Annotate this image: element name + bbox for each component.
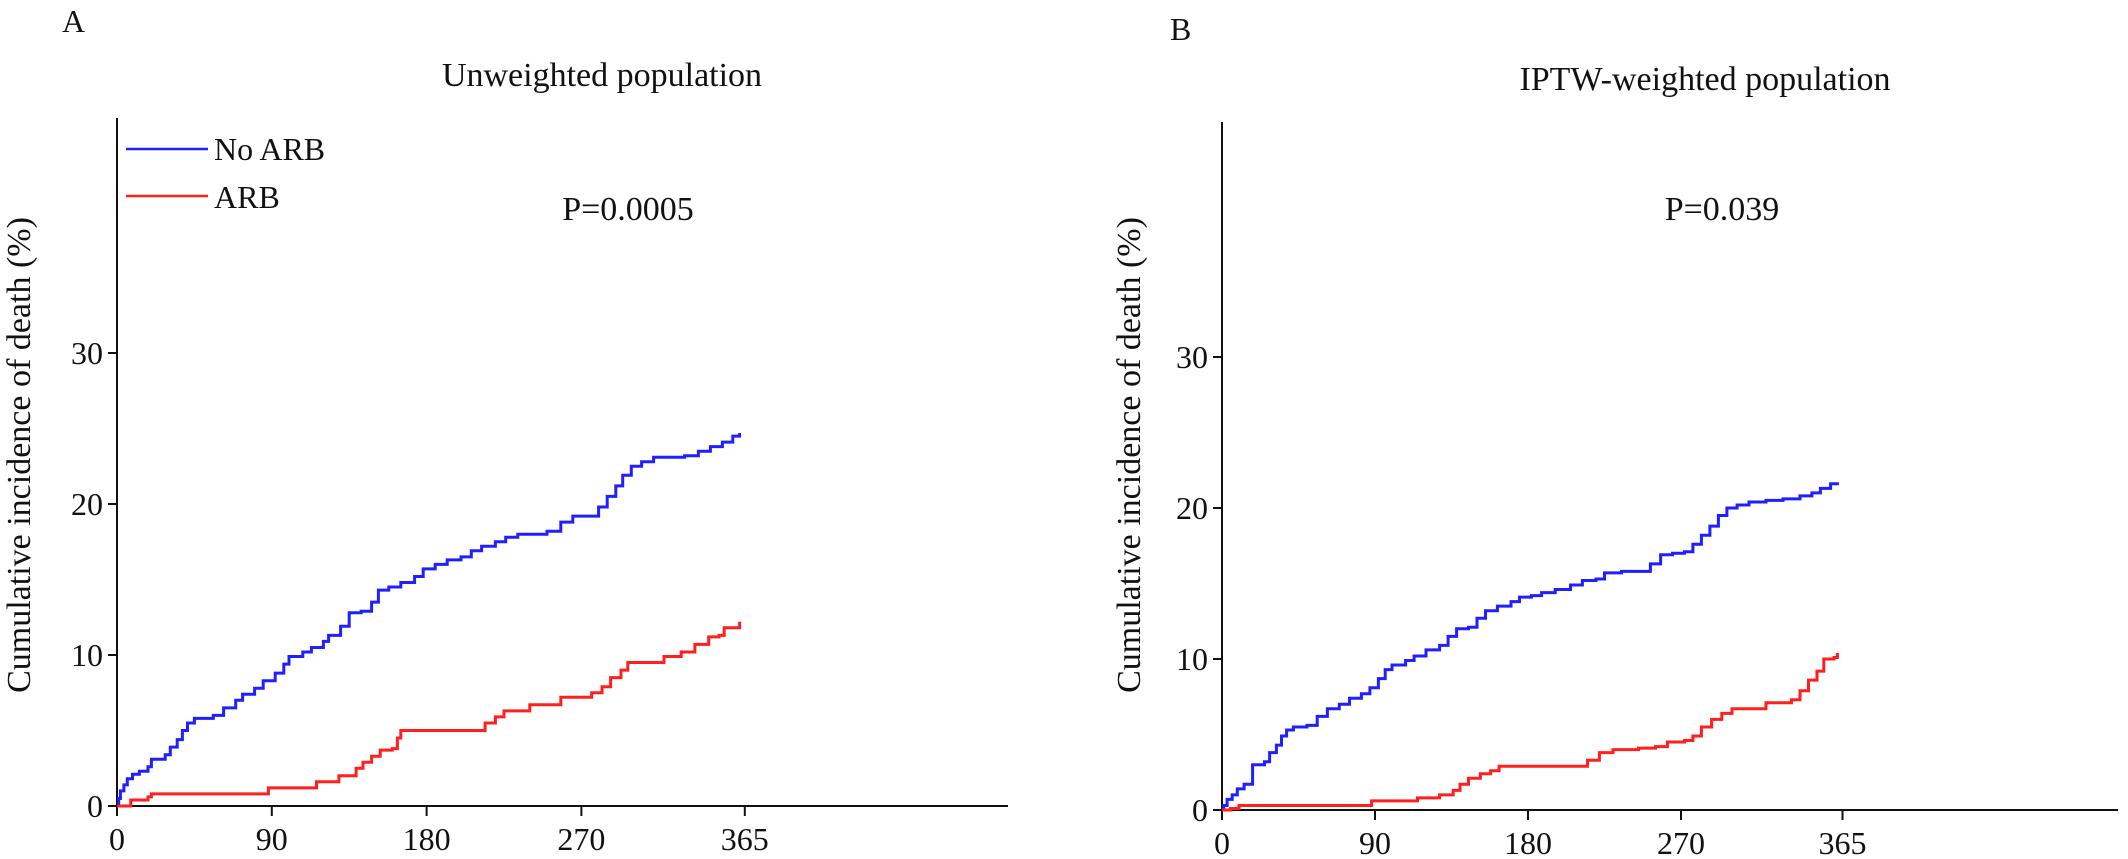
panel-a-ylabel: Cumulative incidence of death (%) xyxy=(1,217,38,693)
panel-b-p-value: P=0.039 xyxy=(1665,191,1780,228)
panel-b-series-arb xyxy=(1222,653,1839,812)
x-tick-label: 180 xyxy=(403,821,451,857)
panel-a-legend: No ARB ARB xyxy=(126,131,325,215)
panel-a-title: Unweighted population xyxy=(442,57,762,94)
panel-b-series-no-arb xyxy=(1222,482,1839,812)
x-tick-label: 90 xyxy=(256,821,288,857)
panel-b-x-ticks: 0 90 180 270 365 xyxy=(1214,810,1867,859)
x-tick-label: 0 xyxy=(109,821,125,857)
panel-a-p-value: P=0.0005 xyxy=(562,191,694,228)
panel-a-series-no-arb xyxy=(117,433,742,808)
x-tick-label: 270 xyxy=(1657,825,1705,859)
x-tick-label: 365 xyxy=(1819,825,1867,859)
legend-label-arb: ARB xyxy=(214,179,280,215)
x-tick-label: 270 xyxy=(557,821,605,857)
panel-b: B IPTW-weighted population Cumulative in… xyxy=(1111,11,2118,859)
x-tick-label: 365 xyxy=(721,821,769,857)
y-tick-label: 30 xyxy=(71,335,103,371)
x-tick-label: 90 xyxy=(1359,825,1391,859)
y-tick-label: 10 xyxy=(71,637,103,673)
y-tick-label: 10 xyxy=(1176,641,1208,677)
panel-a-x-ticks: 0 90 180 270 365 xyxy=(109,806,769,857)
y-tick-label: 0 xyxy=(87,788,103,824)
panel-b-title: IPTW-weighted population xyxy=(1519,61,1890,98)
x-tick-label: 180 xyxy=(1504,825,1552,859)
panel-b-label: B xyxy=(1170,11,1191,47)
y-tick-label: 30 xyxy=(1176,339,1208,375)
y-tick-label: 0 xyxy=(1192,792,1208,828)
panel-a-series-arb xyxy=(117,621,742,808)
panel-b-y-ticks: 0 10 20 30 xyxy=(1176,339,1222,828)
panel-a-label: A xyxy=(62,3,85,39)
panel-a: A Unweighted population Cumulative incid… xyxy=(1,3,1008,857)
panel-b-ylabel: Cumulative incidence of death (%) xyxy=(1111,217,1148,693)
x-tick-label: 0 xyxy=(1214,825,1230,859)
y-tick-label: 20 xyxy=(71,486,103,522)
legend-label-no-arb: No ARB xyxy=(214,131,325,167)
y-tick-label: 20 xyxy=(1176,490,1208,526)
panel-a-y-ticks: 0 10 20 30 xyxy=(71,335,117,824)
